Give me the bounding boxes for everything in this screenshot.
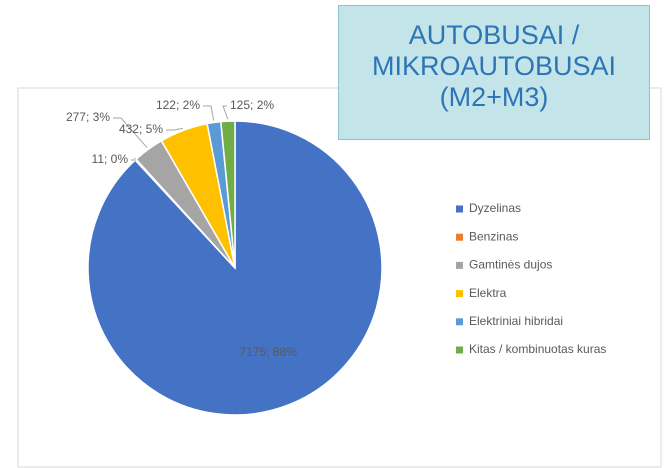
leader-line bbox=[113, 117, 148, 149]
data-label: 122; 2% bbox=[156, 98, 200, 112]
legend-marker bbox=[456, 346, 463, 354]
data-label: 277; 3% bbox=[66, 110, 110, 124]
legend-marker bbox=[456, 318, 463, 326]
legend-label: Elektra bbox=[469, 286, 507, 300]
chart-title: AUTOBUSAI / MIKROAUTOBUSAI (M2+M3) bbox=[338, 5, 650, 140]
pie-slice bbox=[220, 120, 236, 269]
legend-label: Gamtinės dujos bbox=[469, 258, 552, 272]
legend-label: Benzinas bbox=[469, 229, 518, 243]
legend-marker bbox=[456, 290, 463, 298]
legend-marker bbox=[456, 205, 463, 213]
data-label: 11; 0% bbox=[92, 152, 129, 166]
legend-marker bbox=[456, 233, 463, 241]
legend-label: Elektriniai hibridai bbox=[469, 314, 563, 328]
data-label: 125; 2% bbox=[230, 98, 274, 112]
leader-line bbox=[222, 105, 229, 120]
legend-label: Dyzelinas bbox=[469, 201, 521, 215]
leader-line bbox=[203, 105, 215, 121]
data-label: 432; 5% bbox=[119, 122, 163, 136]
legend-label: Kitas / kombinuotas kuras bbox=[469, 342, 606, 356]
legend-marker bbox=[456, 261, 463, 269]
leader-line bbox=[166, 127, 183, 131]
data-label: 7175; 88% bbox=[240, 345, 298, 359]
